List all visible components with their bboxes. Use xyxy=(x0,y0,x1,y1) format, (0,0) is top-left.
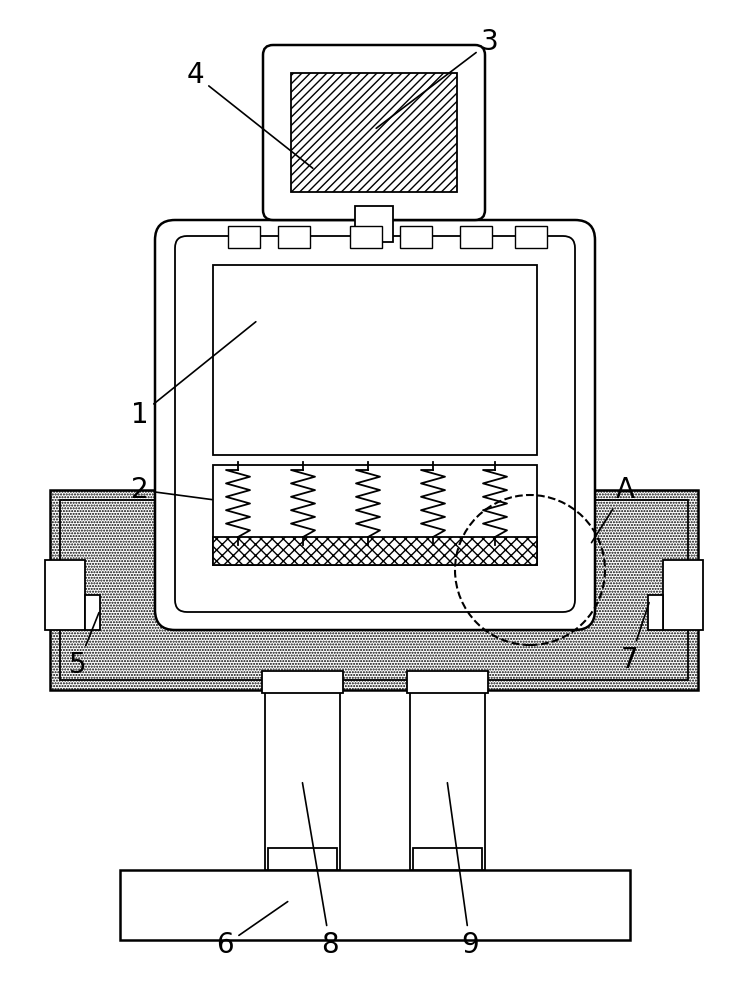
Bar xyxy=(291,73,457,192)
Bar xyxy=(515,226,547,248)
Bar xyxy=(213,465,537,565)
Bar xyxy=(85,595,100,630)
Text: 1: 1 xyxy=(131,322,256,429)
Bar xyxy=(60,500,688,680)
Bar xyxy=(45,560,85,630)
Bar xyxy=(663,560,703,630)
Bar xyxy=(265,675,340,870)
Text: 6: 6 xyxy=(216,902,288,959)
Bar xyxy=(268,693,337,848)
FancyBboxPatch shape xyxy=(263,45,485,220)
Text: 3: 3 xyxy=(376,28,499,128)
Text: 8: 8 xyxy=(302,783,339,959)
Bar xyxy=(410,675,485,870)
Text: 9: 9 xyxy=(447,783,479,959)
Bar xyxy=(413,693,482,848)
Bar xyxy=(648,595,663,630)
Bar xyxy=(278,226,310,248)
Bar xyxy=(407,671,488,693)
FancyBboxPatch shape xyxy=(155,220,595,630)
Text: 7: 7 xyxy=(621,603,649,674)
Bar xyxy=(50,490,698,690)
Bar xyxy=(268,848,337,870)
Bar xyxy=(350,226,382,248)
Text: A: A xyxy=(592,476,634,543)
Bar xyxy=(228,226,260,248)
Bar xyxy=(262,671,343,693)
Text: 4: 4 xyxy=(186,61,313,168)
FancyBboxPatch shape xyxy=(175,236,575,612)
Bar xyxy=(213,537,537,565)
Bar xyxy=(213,265,537,455)
Bar xyxy=(120,870,630,940)
Bar xyxy=(413,848,482,870)
Bar xyxy=(400,226,432,248)
Bar xyxy=(460,226,492,248)
Bar xyxy=(355,206,393,242)
Text: 2: 2 xyxy=(131,476,212,504)
Text: 5: 5 xyxy=(69,613,99,679)
